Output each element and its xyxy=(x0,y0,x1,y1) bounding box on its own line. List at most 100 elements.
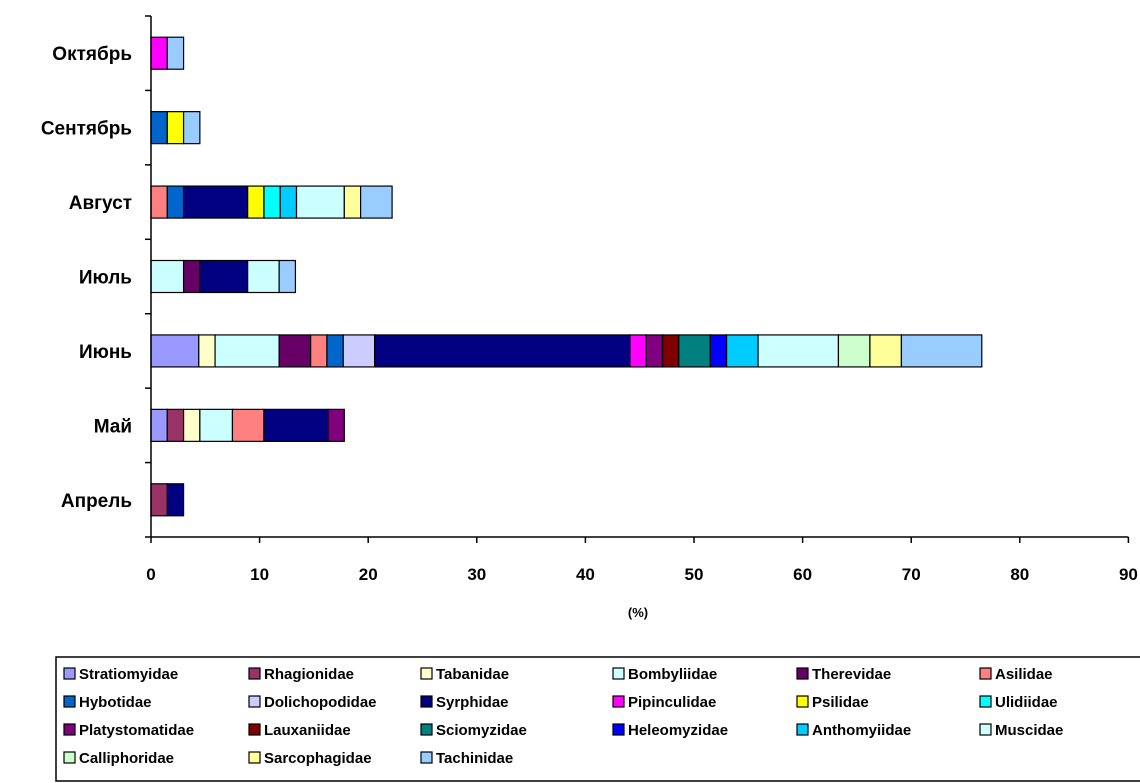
bar-segment xyxy=(263,408,329,442)
legend-swatch xyxy=(63,723,76,736)
category-label: Май xyxy=(94,416,132,437)
category-label: Август xyxy=(69,193,132,214)
bar-segment xyxy=(343,185,362,219)
bar-segment xyxy=(900,334,983,368)
legend-swatch xyxy=(420,667,433,680)
bar-segment xyxy=(166,408,185,442)
category-label: Октябрь xyxy=(52,44,132,65)
bar-segment xyxy=(199,259,249,294)
x-tick-label: 20 xyxy=(359,565,378,584)
legend-label: Muscidae xyxy=(995,722,1063,739)
bar-segment xyxy=(278,259,297,294)
bar-segment xyxy=(629,334,647,368)
legend: Stratiomyidae Rhagionidae Tabanidae Bombyli… xyxy=(55,656,1140,782)
legend-box xyxy=(55,656,1140,782)
bar-segment xyxy=(342,334,376,368)
legend-swatch xyxy=(796,667,809,680)
bar-segment xyxy=(166,36,185,70)
bar-segment xyxy=(198,334,216,368)
legend-label: Ulidiidae xyxy=(995,694,1058,711)
bar-segment xyxy=(214,334,280,368)
bar-segment xyxy=(182,111,201,145)
bar-segment xyxy=(182,185,249,219)
legend-label: Asilidae xyxy=(995,666,1053,683)
x-tick-label: 90 xyxy=(1119,565,1138,584)
legend-swatch xyxy=(63,695,76,708)
legend-label: Bombyliidae xyxy=(628,666,717,683)
legend-swatch xyxy=(420,751,433,764)
legend-swatch xyxy=(420,723,433,736)
legend-label: Calliphoridae xyxy=(79,750,174,767)
legend-swatch xyxy=(248,667,261,680)
bar-segment xyxy=(247,185,265,219)
bar-segment xyxy=(166,185,185,219)
legend-swatch xyxy=(979,695,992,708)
x-tick-label: 10 xyxy=(250,565,269,584)
legend-label: Psilidae xyxy=(812,694,869,711)
bar-segment xyxy=(166,111,185,145)
legend-swatch xyxy=(612,695,625,708)
bar-segment xyxy=(182,259,201,294)
legend-swatch xyxy=(248,695,261,708)
x-tick-label: 50 xyxy=(685,565,704,584)
x-axis-title: (%) xyxy=(628,605,648,620)
legend-label: Hybotidae xyxy=(79,694,152,711)
axes-group: Октябрь Сентябрь Август Июль Июнь Май Апрель 0 1… xyxy=(41,15,1138,584)
legend-swatch xyxy=(63,751,76,764)
bar-segment xyxy=(678,334,711,368)
legend-swatch xyxy=(420,695,433,708)
legend-swatch xyxy=(979,723,992,736)
bar-segment xyxy=(310,334,328,368)
legend-label: Tachinidae xyxy=(436,750,513,767)
bar-segment xyxy=(247,259,280,294)
bar-segment xyxy=(199,408,234,442)
legend-swatch xyxy=(63,667,76,680)
bar-segment xyxy=(295,185,345,219)
bar-segment xyxy=(661,334,680,368)
legend-label: Rhagionidae xyxy=(264,666,354,683)
bars-group xyxy=(150,36,983,517)
x-tick-label: 30 xyxy=(467,565,486,584)
x-tick-label: 70 xyxy=(902,565,921,584)
category-label: Июнь xyxy=(79,342,132,363)
bar-segment xyxy=(150,483,168,517)
legend-label: Syrphidae xyxy=(436,694,509,711)
x-tick-label: 60 xyxy=(793,565,812,584)
bar-segment xyxy=(645,334,664,368)
bar-segment xyxy=(150,334,200,368)
legend-label: Pipinculidae xyxy=(628,694,716,711)
legend-swatch xyxy=(796,695,809,708)
legend-swatch xyxy=(612,667,625,680)
bar-segment xyxy=(374,334,631,368)
bar-segment xyxy=(279,185,298,219)
legend-swatch xyxy=(979,667,992,680)
bar-segment xyxy=(231,408,265,442)
bar-segment xyxy=(182,408,201,442)
legend-label: Therevidae xyxy=(812,666,891,683)
bar-segment xyxy=(278,334,312,368)
x-tick-label: 80 xyxy=(1010,565,1029,584)
legend-label: Stratiomyidae xyxy=(79,666,178,683)
bar-segment xyxy=(757,334,840,368)
legend-swatch xyxy=(248,723,261,736)
bar-segment xyxy=(150,185,168,219)
legend-swatch xyxy=(612,723,625,736)
bar-segment xyxy=(150,36,168,70)
legend-label: Lauxaniidae xyxy=(264,722,351,739)
legend-label: Dolichopodidae xyxy=(264,694,377,711)
bar-segment xyxy=(150,408,168,442)
legend-label: Sciomyzidae xyxy=(436,722,527,739)
bar-segment xyxy=(709,334,728,368)
bar-segment xyxy=(837,334,871,368)
bar-segment xyxy=(150,259,185,294)
legend-swatch xyxy=(796,723,809,736)
bar-segment xyxy=(869,334,903,368)
bar-segment xyxy=(359,185,393,219)
legend-label: Platystomatidae xyxy=(79,722,194,739)
bar-segment xyxy=(725,334,759,368)
category-label: Апрель xyxy=(61,491,132,512)
legend-label: Tabanidae xyxy=(436,666,509,683)
category-label: Сентябрь xyxy=(41,119,132,140)
category-label: Июль xyxy=(79,268,132,289)
